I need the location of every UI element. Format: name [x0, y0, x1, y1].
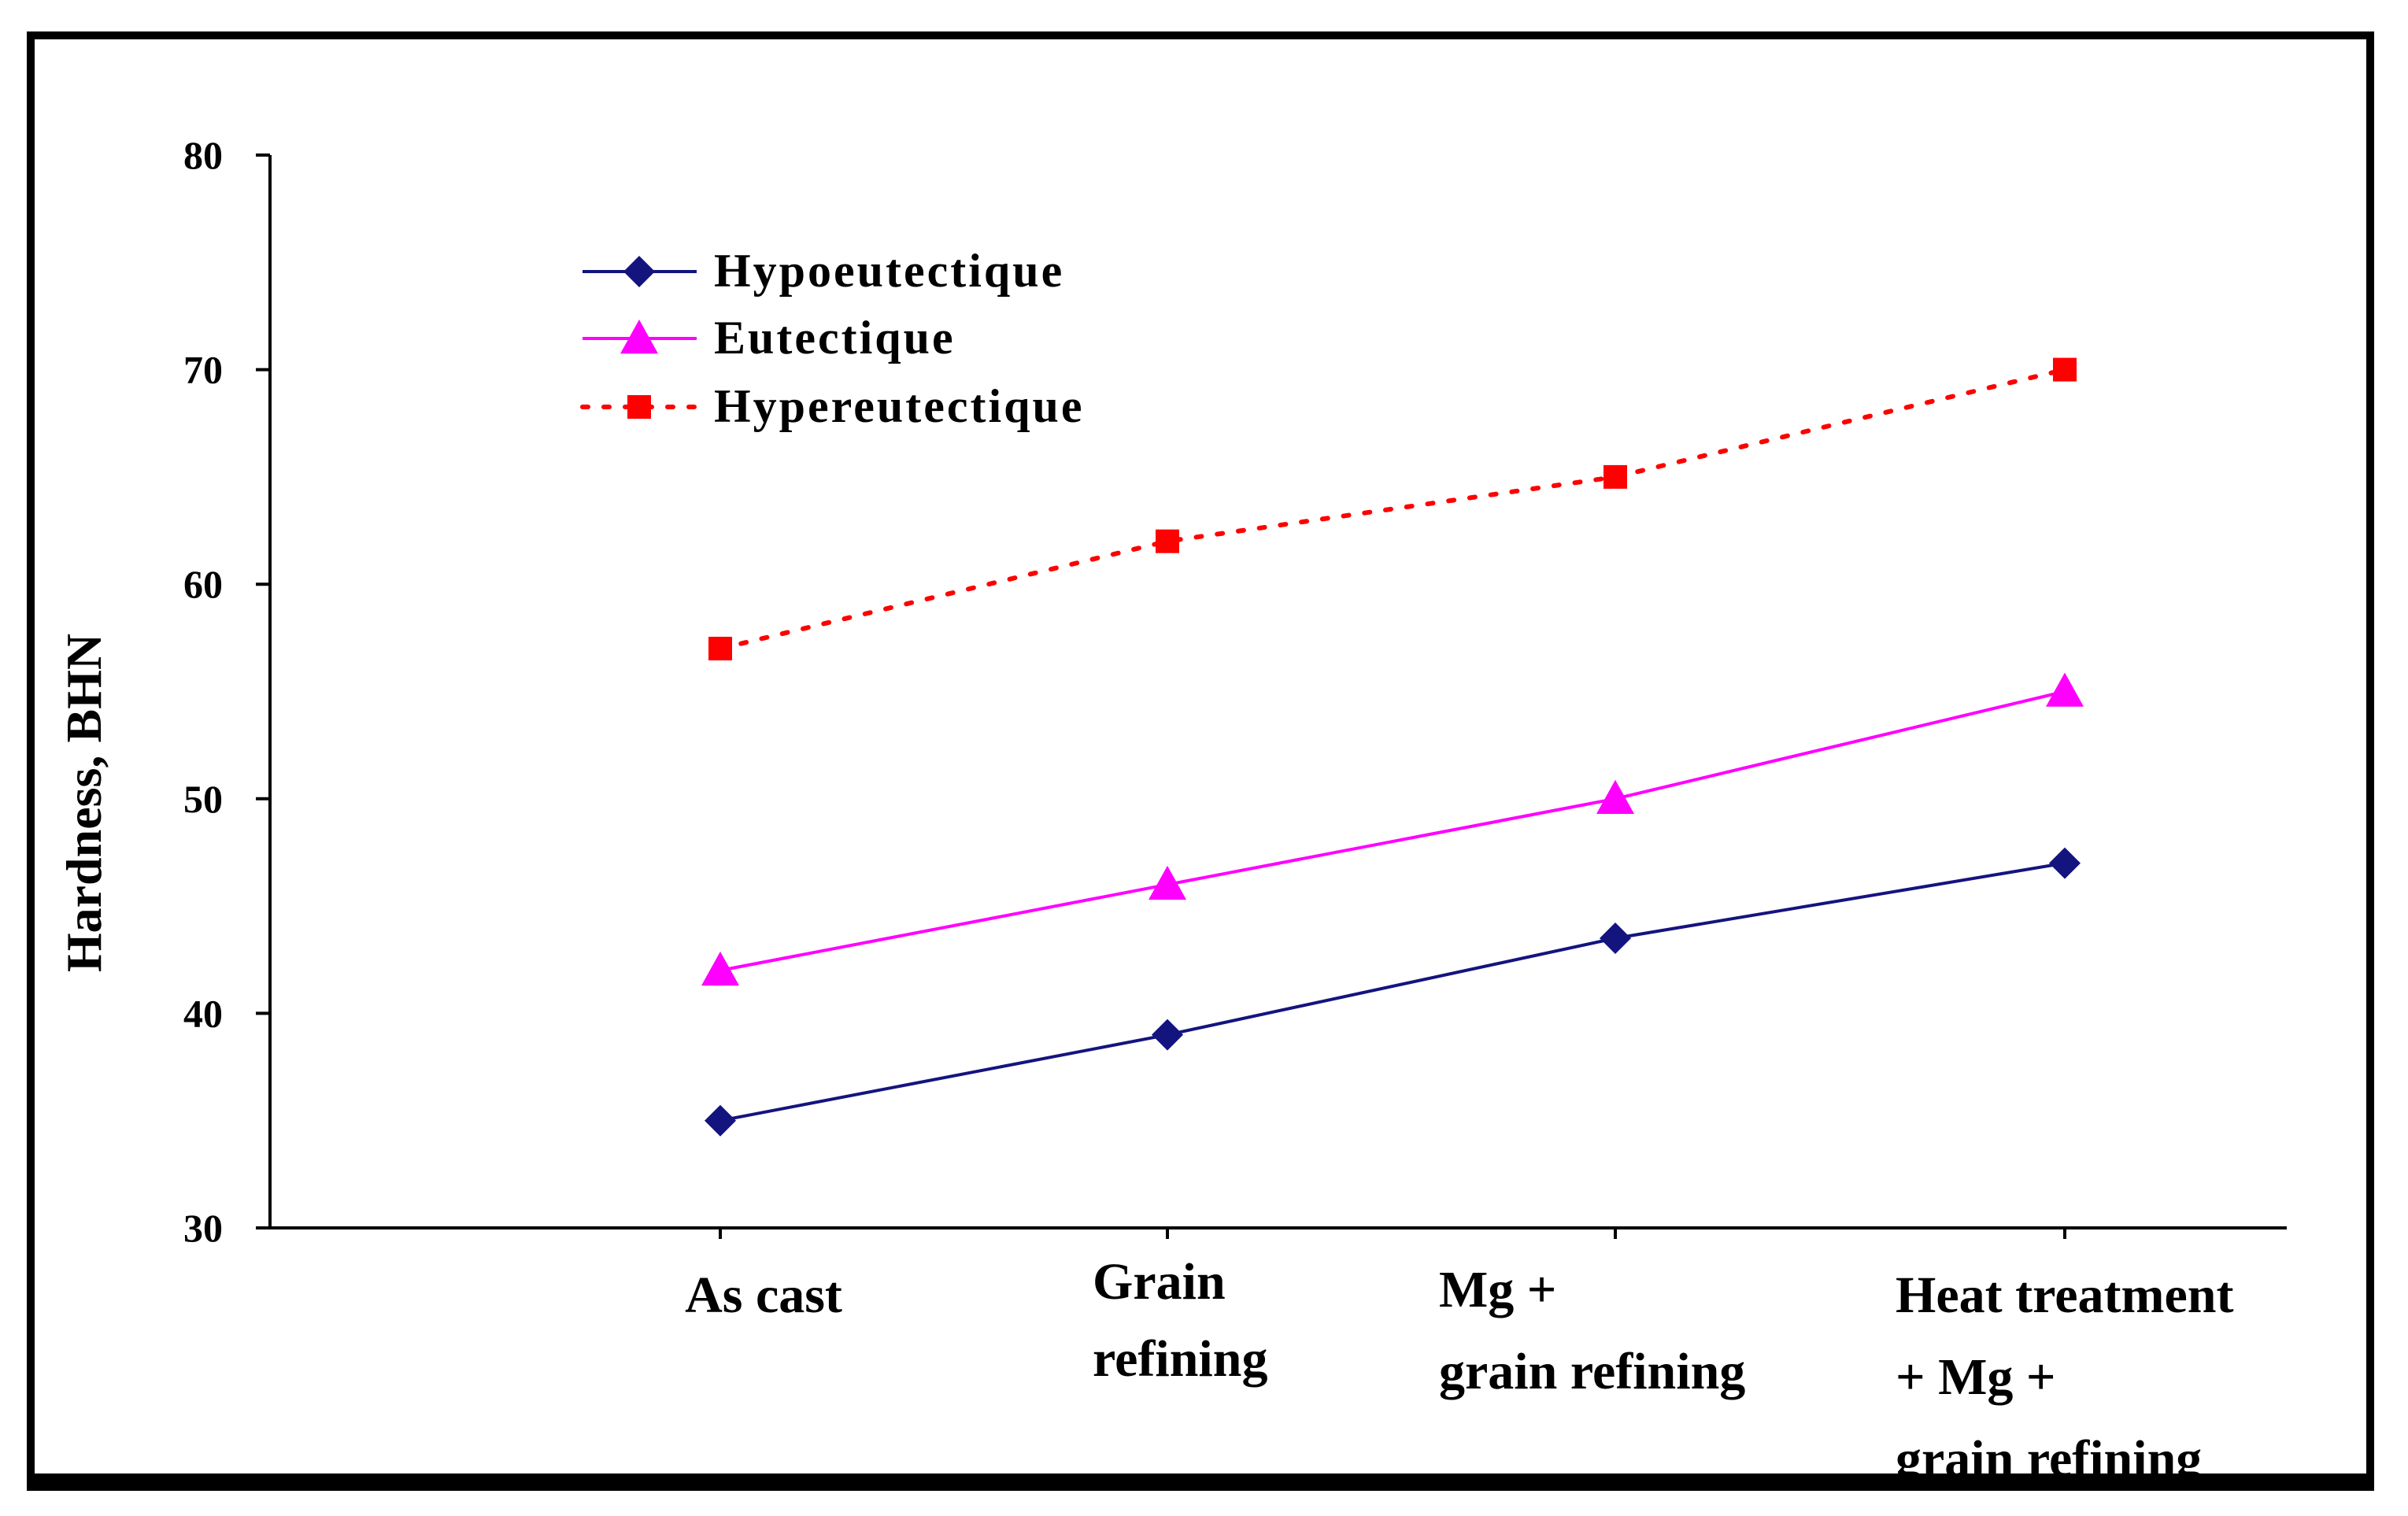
y-axis-title: Hardness, BHN	[56, 634, 112, 972]
y-tick-label: 40	[183, 991, 223, 1035]
data-point-triangle	[1149, 865, 1186, 900]
legend-label: Eutectique	[714, 312, 956, 364]
x-tick-label: refining	[1093, 1330, 1267, 1388]
data-point-square	[1603, 464, 1627, 489]
series-line	[719, 861, 2066, 1122]
data-point-diamond	[2049, 847, 2081, 879]
data-point-triangle	[701, 951, 739, 986]
series-hypoeutectique	[705, 847, 2081, 1137]
chart-frame	[27, 31, 2374, 1491]
x-tick-label: As cast	[685, 1266, 842, 1324]
legend-marker-square	[627, 395, 651, 419]
x-tick-label: Heat treatment	[1896, 1266, 2233, 1324]
y-tick-label: 60	[183, 562, 223, 606]
legend-marker-triangle	[620, 320, 658, 354]
series-eutectique	[701, 672, 2084, 986]
x-tick-label: Mg +	[1439, 1261, 1556, 1318]
legend-label: Hypoeutectique	[714, 245, 1064, 297]
data-point-triangle	[1596, 779, 1634, 814]
legend: Hypoeutectique Eutectique Hypereutectique	[580, 245, 1084, 432]
series-group	[701, 357, 2084, 1137]
legend-entry-eutectique: Eutectique	[583, 312, 956, 364]
data-point-square	[2053, 357, 2077, 382]
y-tick-label: 50	[183, 777, 223, 821]
data-point-triangle	[2046, 672, 2084, 707]
legend-label: Hypereutectique	[714, 380, 1084, 432]
legend-entry-hypoeutectique: Hypoeutectique	[583, 245, 1064, 297]
series-line	[719, 690, 2066, 972]
data-point-square	[1156, 529, 1179, 553]
y-ticks: 30 40 50 60 70 80	[183, 133, 270, 1250]
data-point-diamond	[1152, 1019, 1183, 1051]
legend-marker-diamond	[623, 256, 655, 287]
axes	[268, 155, 2287, 1229]
x-tick-label: grain refining	[1896, 1430, 2202, 1488]
x-tick-label: grain refining	[1439, 1343, 1745, 1400]
series-hypereutectique	[708, 357, 2077, 660]
y-tick-label: 70	[183, 348, 223, 392]
data-point-square	[708, 636, 732, 660]
data-point-diamond	[705, 1104, 736, 1137]
series-line	[718, 367, 2067, 651]
legend-entry-hypereutectique: Hypereutectique	[580, 380, 1084, 432]
data-point-diamond	[1600, 922, 1631, 954]
x-tick-label: + Mg +	[1896, 1348, 2056, 1406]
y-tick-label: 30	[183, 1206, 223, 1250]
y-tick-label: 80	[183, 133, 223, 177]
x-ticks: As cast Grain refining Mg + grain refining He…	[685, 1228, 2233, 1488]
x-tick-label: Grain	[1093, 1253, 1226, 1311]
